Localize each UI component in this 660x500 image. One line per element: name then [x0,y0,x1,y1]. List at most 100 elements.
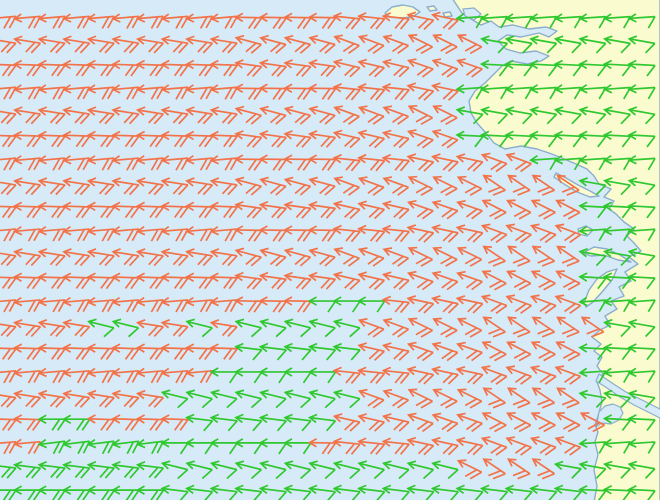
wind-barb [308,318,336,338]
wind-barb [62,35,91,54]
wind-barb [0,321,17,337]
wind-barb [209,460,238,480]
wind-barb [111,343,140,361]
wind-barb [135,248,164,267]
wind-barb [602,272,632,290]
wind-barb [431,460,459,480]
wind-barb [135,226,165,242]
wind-barb [455,365,484,385]
wind-barb [185,106,214,125]
wind-barb [504,106,533,125]
wind-barb [506,341,532,362]
wind-barb [555,270,581,291]
wind-barb [627,130,656,148]
wind-barb [332,342,361,361]
wind-barb [259,389,287,409]
wind-barb [456,246,483,267]
wind-barb [578,59,607,77]
wind-barb [37,296,66,313]
wind-barb [602,130,632,148]
wind-barb [0,417,17,431]
wind-barb [530,412,556,433]
wind-barb [332,200,361,220]
wind-barb [12,272,42,290]
wind-barb [160,35,189,54]
wind-barb [627,155,656,171]
wind-barb [307,342,337,361]
wind-barb [37,201,66,219]
wind-barb [259,34,287,54]
wind-barb [529,130,558,148]
wind-barb [553,460,582,479]
wind-barb [307,154,337,171]
wind-barb [530,270,556,291]
wind-barb [578,201,607,219]
wind-barb [12,84,42,100]
wind-barb [431,436,459,456]
wind-barb [0,276,17,290]
wind-barb [234,12,263,30]
wind-barb [456,270,483,291]
wind-barb [627,248,656,267]
wind-barb [62,248,91,267]
wind-barb [86,130,115,148]
wind-barb [381,58,410,78]
wind-barb [382,105,409,125]
wind-barb [381,484,410,500]
wind-barb [357,366,386,385]
wind-barb [357,176,385,196]
wind-barb [382,460,410,480]
wind-barb [160,438,189,455]
wind-barb [0,347,17,361]
wind-barb [332,129,361,149]
wind-barb [283,296,312,313]
wind-barb [86,460,115,479]
wind-barb [209,319,238,337]
wind-barb [456,175,483,196]
wind-barb [62,59,91,77]
wind-barb [259,176,287,196]
wind-barb [406,82,435,101]
wind-barb [283,484,312,500]
wind-barb [531,174,556,196]
wind-barb [184,201,214,219]
wind-barb [283,176,312,196]
wind-barb [381,224,410,243]
wind-barb [455,153,484,172]
wind-barb [357,247,385,267]
wind-barb [37,130,66,148]
wind-barb [627,13,656,29]
wind-barb [87,318,115,338]
wind-barb [505,223,532,244]
wind-barb [382,34,409,55]
wind-barb [603,177,631,196]
wind-barb [580,316,605,338]
wind-barb [479,59,509,77]
wind-barb [627,272,656,290]
wind-barb [12,201,42,219]
wind-barb [627,225,656,242]
wind-barb [160,106,189,125]
wind-barb [307,200,337,219]
wind-barb [381,153,410,172]
wind-barb [135,130,165,148]
wind-barb [283,34,312,54]
wind-barb [86,343,115,361]
wind-barb [307,83,337,100]
wind-barb [578,460,607,479]
wind-barb [406,412,434,433]
wind-barb [209,438,238,455]
wind-barb [258,130,287,148]
wind-barb [357,58,385,78]
wind-barb [407,317,433,338]
wind-barb [332,12,361,30]
wind-barb [432,175,458,196]
wind-barb [209,201,238,219]
wind-barb [627,296,656,313]
wind-barb [332,58,361,78]
wind-barb [0,63,17,77]
wind-barb [455,436,484,456]
wind-barb [307,437,337,455]
